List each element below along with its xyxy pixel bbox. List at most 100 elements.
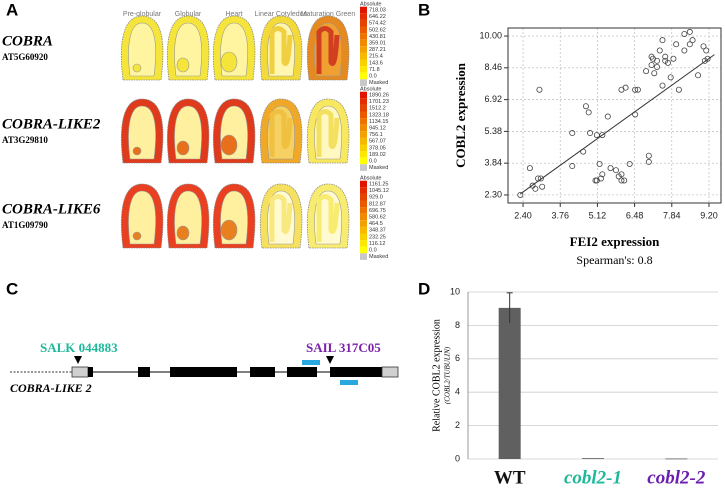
legend-label: 929.0 [369, 195, 383, 201]
legend-label: 696.75 [369, 208, 386, 214]
embryo [176, 225, 190, 241]
legend-label: 378.05 [369, 145, 386, 151]
legend-label: 287.21 [369, 47, 386, 53]
legend-swatch [360, 98, 367, 105]
y-tick-label: 3.84 [484, 158, 502, 168]
point [704, 55, 711, 62]
exon [330, 367, 382, 377]
y-tick-label: 5.38 [484, 126, 502, 136]
legend-label: Masked [369, 254, 388, 260]
y-tick-label: 6.92 [484, 94, 502, 104]
point [654, 64, 661, 71]
y-axis-label: Relative COBL2 expression [431, 319, 442, 432]
point [569, 130, 576, 137]
legend-swatch [360, 164, 367, 171]
legend-label: 945.12 [369, 125, 386, 131]
legend-swatch [360, 187, 367, 194]
exon [287, 367, 317, 377]
point [585, 109, 592, 116]
legend-swatch [360, 19, 367, 27]
plot-frame [507, 27, 722, 204]
legend-swatch [360, 253, 367, 260]
embryo [316, 26, 340, 74]
bar [665, 458, 688, 460]
legend-swatch [360, 207, 367, 214]
legend-swatch [360, 39, 367, 47]
legend-swatch [360, 213, 367, 221]
primer-bar [302, 360, 320, 365]
point [700, 43, 707, 50]
legend-swatch [360, 111, 367, 119]
gene-model: SALK 044883 SAIL 317C05 COBRA-LIKE 2 [10, 340, 399, 395]
embryo [176, 57, 190, 73]
point [536, 86, 543, 93]
embryo [132, 231, 142, 241]
legend-swatch [360, 131, 367, 138]
point [648, 53, 655, 60]
legend-swatch [360, 26, 367, 34]
y-tick-label: 2.30 [484, 189, 502, 199]
point [681, 47, 688, 54]
legend-label: 464.5 [369, 221, 383, 227]
legend-title: Absolute [360, 175, 381, 181]
point [587, 130, 594, 137]
legend-label: 232.25 [369, 234, 386, 240]
legend-swatch [360, 33, 367, 40]
legend-label: 0.0 [369, 247, 377, 253]
legend-swatch [360, 246, 367, 254]
point [654, 57, 661, 64]
legend-label: Masked [369, 165, 388, 171]
point [532, 185, 539, 192]
point [517, 191, 524, 198]
legend-swatch [360, 13, 367, 20]
legend-label: 359.01 [369, 40, 386, 46]
point [695, 72, 702, 79]
point [604, 113, 611, 120]
insertion-arrow [326, 356, 334, 364]
point [634, 86, 641, 93]
point [539, 183, 546, 190]
point [597, 175, 604, 182]
point [681, 30, 688, 37]
legend-label: 348.37 [369, 228, 386, 234]
fit-line [520, 54, 715, 195]
point [618, 177, 625, 184]
point [664, 59, 671, 66]
insertion-label: SAIL 317C05 [306, 340, 381, 355]
stage-label: Pre-globular [123, 11, 162, 18]
x-tick-label: cobl2-2 [647, 467, 706, 488]
embryo [132, 63, 142, 73]
legend-swatch [360, 6, 367, 14]
point [686, 41, 693, 48]
point [670, 55, 677, 62]
x-tick-label: cobl2-1 [564, 467, 622, 488]
y-tick-label: 2 [455, 420, 460, 430]
point [667, 74, 674, 81]
legend-swatch [360, 66, 367, 73]
point [662, 53, 669, 60]
stage-label: Globular [175, 11, 202, 18]
y-tick-label: 8 [455, 320, 460, 330]
y-tick-label: 4 [455, 387, 460, 397]
legend-label: 718.03 [369, 7, 386, 13]
exon [138, 367, 150, 377]
legend-swatch [360, 72, 367, 80]
point [632, 86, 639, 93]
legend-label: 646.22 [369, 14, 386, 20]
y-axis-label: COBL2 expression [453, 62, 468, 168]
legend-swatch [360, 137, 367, 145]
gene-label: COBRA-LIKE 2 [10, 381, 92, 395]
insertion-label: SALK 044883 [40, 340, 118, 355]
point [599, 132, 606, 139]
point [648, 61, 655, 68]
legend-label: 1323.18 [369, 112, 389, 118]
legend-swatch [360, 91, 367, 99]
panel-letter: D [418, 279, 430, 298]
point [673, 41, 680, 48]
gene-name: COBRA [2, 33, 53, 49]
legend-label: 1512.2 [369, 106, 386, 112]
legend-label: 580.62 [369, 214, 386, 220]
y-tick-label: 8.46 [484, 62, 502, 72]
